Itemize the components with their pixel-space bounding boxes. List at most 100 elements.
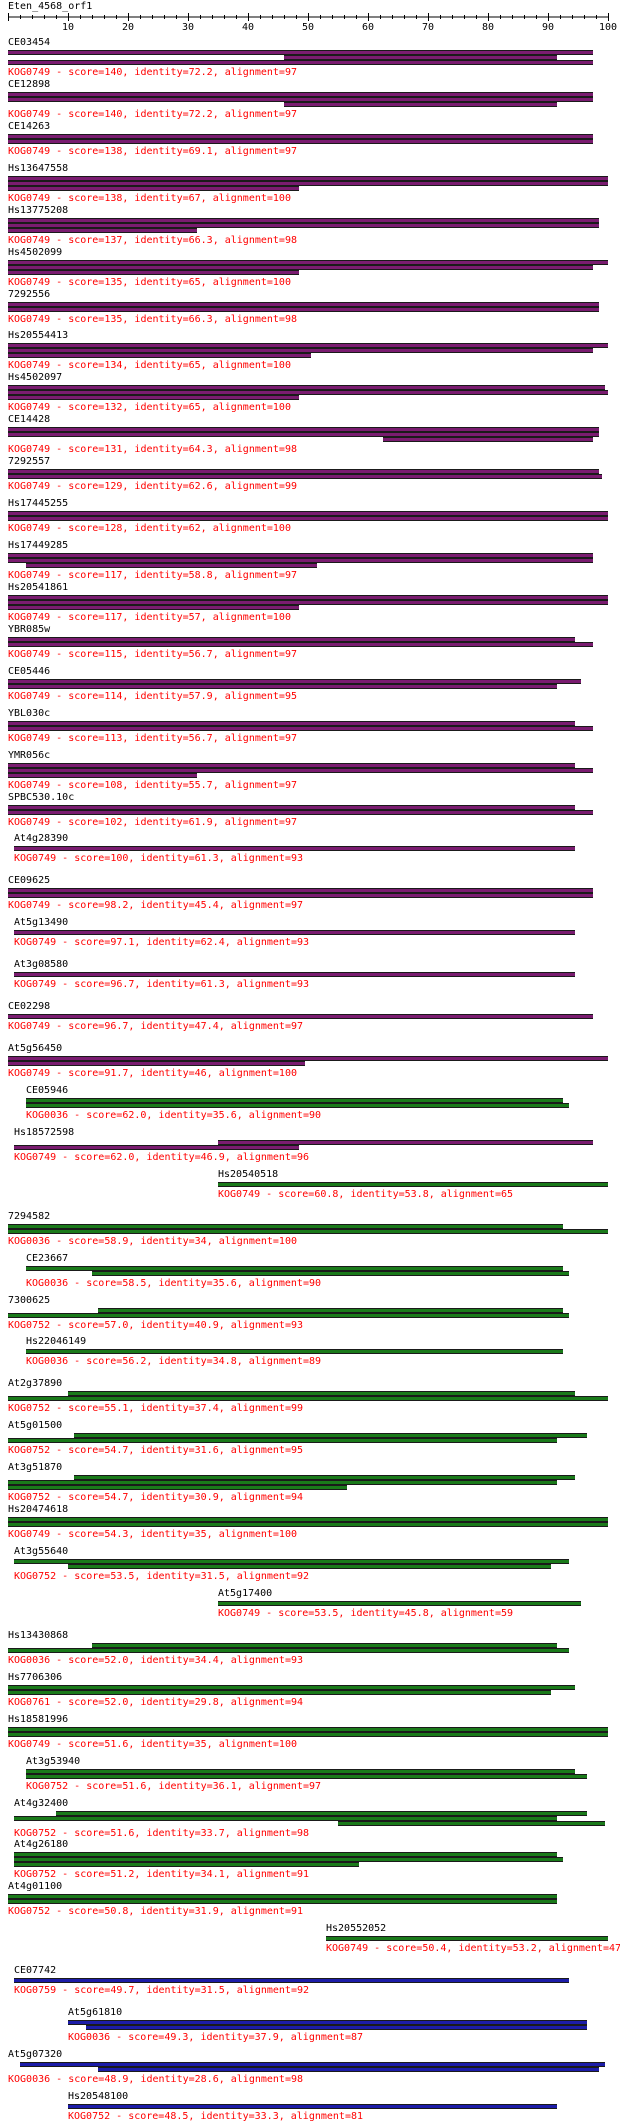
alignment-bar	[8, 385, 605, 390]
alignment-bar	[14, 846, 575, 851]
hit-annotation: KOG0749 - score=131, identity=64.3, alig…	[8, 444, 297, 455]
alignment-bar	[8, 1438, 557, 1443]
hit-annotation: KOG0752 - score=54.7, identity=31.6, ali…	[8, 1445, 304, 1456]
alignment-bar	[8, 1229, 608, 1234]
hit-annotation: KOG0036 - score=58.9, identity=34, align…	[8, 1236, 297, 1247]
hit-name: Hs20554413	[8, 330, 69, 341]
hit-name: 7292557	[8, 456, 51, 467]
alignment-bar	[14, 1559, 569, 1564]
hit-annotation: KOG0749 - score=134, identity=65, alignm…	[8, 360, 291, 371]
hit-name: At4g01100	[8, 1881, 63, 1892]
hit-name: At4g32400	[14, 1798, 69, 1809]
hit-annotation: KOG0749 - score=50.4, identity=53.2, ali…	[326, 1943, 620, 1954]
alignment-bar	[8, 1648, 569, 1653]
hit-name: At5g13490	[14, 917, 69, 928]
alignment-bar	[8, 1014, 593, 1019]
hit-annotation: KOG0749 - score=96.7, identity=61.3, ali…	[14, 979, 310, 990]
alignment-bar	[8, 773, 197, 778]
alignment-bar	[8, 1056, 608, 1061]
alignment-bar	[8, 302, 599, 307]
hit-annotation: KOG0749 - score=98.2, identity=45.4, ali…	[8, 900, 304, 911]
alignment-bar	[68, 2104, 557, 2109]
hit-name: YBR085w	[8, 624, 51, 635]
hit-annotation: KOG0749 - score=132, identity=65, alignm…	[8, 402, 291, 413]
hit-name: At3g51870	[8, 1462, 63, 1473]
alignment-bar	[8, 763, 575, 768]
alignment-bar	[8, 1480, 557, 1485]
hit-name: 7294582	[8, 1211, 51, 1222]
hit-annotation: KOG0752 - score=50.8, identity=31.9, ali…	[8, 1906, 304, 1917]
alignment-bar	[68, 1391, 575, 1396]
hit-annotation: KOG0036 - score=56.2, identity=34.8, ali…	[26, 1356, 322, 1367]
position-ruler: 10 20 30 40 50 60 70 80 90 100	[8, 13, 617, 33]
alignment-bar	[74, 1433, 587, 1438]
hit-annotation: KOG0759 - score=49.7, identity=31.5, ali…	[14, 1985, 310, 1996]
hit-annotation: KOG0752 - score=53.5, identity=31.5, ali…	[14, 1571, 310, 1582]
hit-name: CE23667	[26, 1253, 69, 1264]
alignment-bar	[74, 1475, 575, 1480]
hit-annotation: KOG0749 - score=51.6, identity=35, align…	[8, 1739, 297, 1750]
hit-annotation: KOG0749 - score=128, identity=62, alignm…	[8, 523, 291, 534]
hit-name: Hs20552052	[326, 1923, 387, 1934]
hit-annotation: KOG0749 - score=114, identity=57.9, alig…	[8, 691, 297, 702]
ruler-tick-label: 100	[599, 22, 617, 33]
alignment-bar	[8, 270, 299, 275]
hit-name: At3g53940	[26, 1756, 81, 1767]
alignment-bar	[8, 97, 593, 102]
hit-annotation: KOG0749 - score=129, identity=62.6, alig…	[8, 481, 297, 492]
alignment-bar	[8, 1899, 557, 1904]
alignment-bar	[8, 595, 608, 600]
alignment-bar	[8, 92, 593, 97]
alignment-bar	[8, 721, 575, 726]
alignment-bar	[14, 972, 575, 977]
query-name: Eten_4568_orf1	[8, 1, 93, 12]
hit-name: Hs20540518	[218, 1169, 279, 1180]
hit-name: CE03454	[8, 37, 51, 48]
hit-name: At3g08580	[14, 959, 69, 970]
alignment-bar	[8, 1485, 347, 1490]
alignment-bar	[8, 176, 608, 181]
alignment-bar	[338, 1821, 605, 1826]
alignment-bar	[14, 1857, 563, 1862]
alignment-bar	[8, 605, 299, 610]
hit-name: Hs7706306	[8, 1672, 63, 1683]
alignment-bar	[218, 1140, 593, 1145]
alignment-bar	[284, 102, 557, 107]
hit-annotation: KOG0749 - score=97.1, identity=62.4, ali…	[14, 937, 310, 948]
alignment-bar	[8, 1313, 569, 1318]
hit-annotation: KOG0752 - score=51.6, identity=33.7, ali…	[14, 1828, 310, 1839]
alignment-bar	[8, 1690, 551, 1695]
hit-name: CE05446	[8, 666, 51, 677]
alignment-bar	[8, 679, 581, 684]
alignment-bar	[26, 1266, 563, 1271]
hit-name: Hs17445255	[8, 498, 69, 509]
alignment-bar	[8, 432, 599, 437]
hit-name: Hs17449285	[8, 540, 69, 551]
hit-annotation: KOG0036 - score=49.3, identity=37.9, ali…	[68, 2032, 364, 2043]
hit-annotation: KOG0749 - score=138, identity=67, alignm…	[8, 193, 291, 204]
alignment-bar	[326, 1936, 608, 1941]
hit-name: YBL030c	[8, 708, 51, 719]
hit-name: Hs18581996	[8, 1714, 69, 1725]
alignment-bar	[284, 55, 557, 60]
hit-name: CE12898	[8, 79, 51, 90]
alignment-bar	[8, 1727, 608, 1732]
alignment-bar	[8, 768, 593, 773]
alignment-bar	[14, 1862, 359, 1867]
alignment-bar	[8, 1685, 575, 1690]
alignment-bar	[14, 1978, 569, 1983]
alignment-bar	[14, 1852, 557, 1857]
ruler-tick-label: 70	[422, 22, 434, 33]
hit-name: CE14263	[8, 121, 51, 132]
alignment-bar	[8, 893, 593, 898]
alignment-bar	[8, 260, 608, 265]
alignment-bar	[8, 134, 593, 139]
hit-name: YMR056c	[8, 750, 51, 761]
alignment-bar	[383, 437, 593, 442]
hit-name: At4g26180	[14, 1839, 69, 1850]
hit-annotation: KOG0749 - score=115, identity=56.7, alig…	[8, 649, 297, 660]
hit-name: At4g28390	[14, 833, 69, 844]
alignment-bar	[8, 181, 608, 186]
alignment-bar	[8, 642, 593, 647]
alignment-bar	[26, 563, 317, 568]
